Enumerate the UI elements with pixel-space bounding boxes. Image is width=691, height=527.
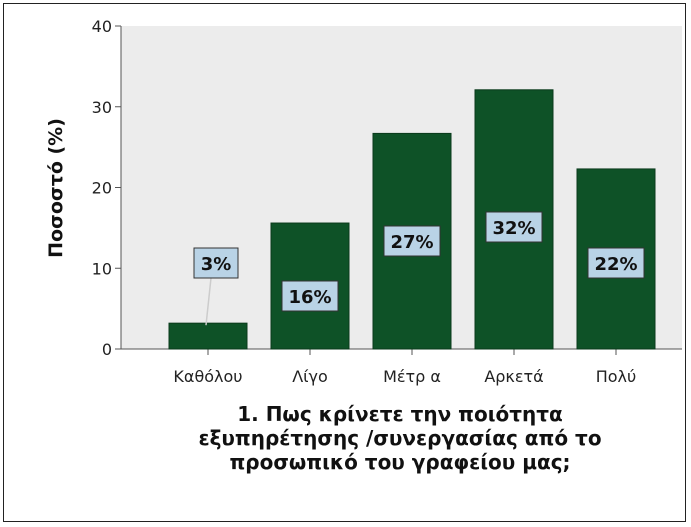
data-label-box bbox=[281, 280, 339, 312]
y-tick-label: 20 bbox=[92, 179, 112, 198]
x-axis-title-line: 1. Πως κρίνετε την ποιότητα bbox=[237, 402, 563, 426]
data-label: 27% bbox=[390, 232, 433, 253]
x-axis-title-line: εξυπηρέτησης /συνεργασίας από το bbox=[198, 426, 601, 450]
data-label: 16% bbox=[288, 287, 331, 308]
x-axis-title-line: προσωπικό του γραφείου μας; bbox=[229, 450, 570, 474]
data-label: 32% bbox=[492, 218, 535, 239]
y-axis-title: Ποσοστό (%) bbox=[45, 118, 67, 258]
data-label: 3% bbox=[201, 254, 232, 275]
x-axis-title: 1. Πως κρίνετε την ποιότητα εξυπηρέτησης … bbox=[198, 402, 601, 474]
y-tick-label: 10 bbox=[92, 259, 112, 278]
y-tick-label: 30 bbox=[92, 98, 112, 117]
label-leader bbox=[205, 277, 212, 326]
x-tick-label: Καθόλου bbox=[173, 367, 242, 386]
data-label-box bbox=[193, 247, 239, 279]
data-label-box bbox=[383, 225, 441, 257]
data-label-box bbox=[485, 211, 543, 243]
y-tick-label: 0 bbox=[102, 340, 112, 359]
bar bbox=[168, 322, 248, 350]
x-tick-label: Αρκετά bbox=[484, 367, 543, 386]
x-tick-label: Μέτρ α bbox=[383, 367, 441, 386]
data-label-box bbox=[587, 247, 645, 279]
x-tick-label: Πολύ bbox=[596, 367, 637, 386]
y-tick-label: 40 bbox=[92, 17, 112, 36]
data-label: 22% bbox=[594, 254, 637, 275]
x-tick-label: Λίγο bbox=[292, 367, 328, 386]
